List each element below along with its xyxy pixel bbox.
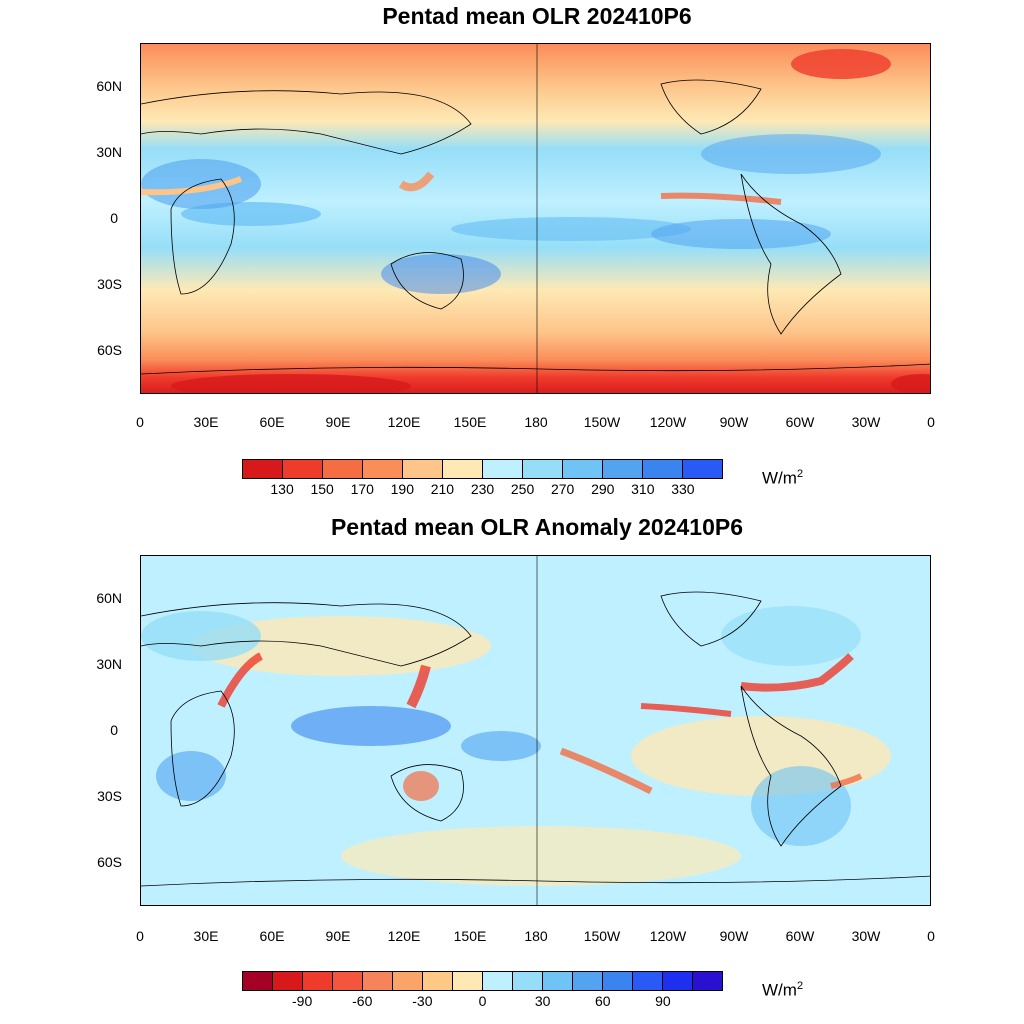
lon-label: 180	[524, 928, 548, 944]
lon-label: 0	[927, 928, 935, 944]
olr-anomaly-title: Pentad mean OLR Anomaly 202410P6	[330, 514, 744, 540]
colorbar-swatch	[423, 972, 453, 990]
lon-label: 60E	[259, 928, 285, 944]
lat-label: 30N	[96, 144, 122, 160]
colorbar-tick-label: 30	[534, 993, 551, 1009]
lon-label: 90E	[325, 928, 351, 944]
lon-label: 60E	[259, 414, 285, 430]
lon-label: 30E	[193, 414, 219, 430]
colorbar-swatch	[643, 460, 683, 478]
colorbar-swatch	[483, 972, 513, 990]
lon-label: 90W	[719, 414, 749, 430]
lat-label: 60N	[96, 78, 122, 94]
lon-label: 120W	[649, 928, 687, 944]
colorbar-tick-label: 130	[270, 481, 294, 497]
colorbar-swatch	[443, 460, 483, 478]
lon-label: 120E	[387, 414, 421, 430]
colorbar-swatch	[323, 460, 363, 478]
colorbar-swatch	[303, 972, 333, 990]
lat-label: 0	[110, 722, 118, 738]
lon-label: 150W	[583, 928, 621, 944]
lon-label: 150E	[453, 414, 487, 430]
colorbar-swatch	[363, 972, 393, 990]
olr-anomaly-field	[141, 556, 930, 905]
lon-label: 90E	[325, 414, 351, 430]
colorbar-swatch	[513, 972, 543, 990]
unit-label: W/m2	[762, 468, 804, 488]
colorbar-swatch	[573, 972, 603, 990]
lat-label: 0	[110, 210, 118, 226]
colorbar-tick-label: 210	[430, 481, 455, 497]
olr-anomaly-map	[140, 555, 931, 906]
colorbar-swatch	[633, 972, 663, 990]
colorbar-tick-label: 310	[631, 481, 655, 497]
colorbar-swatch	[333, 972, 363, 990]
unit-label: W/m2	[762, 980, 804, 1000]
lon-label: 60W	[785, 414, 815, 430]
lon-label: 150E	[453, 928, 487, 944]
colorbar-tick-label: 250	[510, 481, 535, 497]
colorbar-swatch	[273, 972, 303, 990]
lat-label: 30S	[97, 276, 122, 292]
colorbar-swatch	[663, 972, 693, 990]
colorbar-swatch	[453, 972, 483, 990]
lon-label: 0	[136, 928, 144, 944]
colorbar-swatch	[483, 460, 523, 478]
lon-label: 30E	[193, 928, 219, 944]
colorbar-swatch	[283, 460, 323, 478]
lon-label: 120E	[387, 928, 421, 944]
colorbar-tick-label: 170	[350, 481, 374, 497]
olr-map	[140, 43, 931, 394]
lon-label: 150W	[583, 414, 621, 430]
colorbar-swatch	[543, 972, 573, 990]
colorbar-tick-label: 270	[550, 481, 575, 497]
lon-label: 120W	[649, 414, 687, 430]
colorbar-tick-label: 330	[671, 481, 695, 497]
colorbar-tick-label: 290	[591, 481, 615, 497]
lon-label: 0	[136, 414, 144, 430]
lon-label: 60W	[785, 928, 815, 944]
olr-anomaly-colorbar	[242, 971, 723, 991]
lon-label: 30W	[851, 928, 881, 944]
olr-title: Pentad mean OLR 202410P6	[382, 3, 692, 29]
colorbar-tick-label: 190	[390, 481, 414, 497]
lat-label: 30S	[97, 788, 122, 804]
colorbar-tick-label: -90	[292, 993, 313, 1009]
lon-label: 90W	[719, 928, 749, 944]
lat-label: 60S	[97, 342, 122, 358]
colorbar-swatch	[683, 460, 722, 478]
colorbar-tick-label: 0	[478, 993, 487, 1009]
colorbar-swatch	[563, 460, 603, 478]
colorbar-swatch	[693, 972, 722, 990]
colorbar-tick-label: 150	[310, 481, 334, 497]
lat-label: 60S	[97, 854, 122, 870]
colorbar-swatch	[603, 460, 643, 478]
colorbar-swatch	[393, 972, 423, 990]
colorbar-swatch	[603, 972, 633, 990]
colorbar-swatch	[403, 460, 443, 478]
lat-label: 30N	[96, 656, 122, 672]
colorbar-swatch	[243, 460, 283, 478]
colorbar-swatch	[243, 972, 273, 990]
olr-map-field	[141, 44, 930, 393]
olr-colorbar	[242, 459, 723, 479]
lat-label: 60N	[96, 590, 122, 606]
lon-label: 0	[927, 414, 935, 430]
colorbar-tick-label: -30	[412, 993, 433, 1009]
colorbar-swatch	[363, 460, 403, 478]
colorbar-tick-label: 230	[470, 481, 495, 497]
colorbar-tick-label: -60	[352, 993, 373, 1009]
colorbar-swatch	[523, 460, 563, 478]
lon-label: 30W	[851, 414, 881, 430]
lon-label: 180	[524, 414, 548, 430]
colorbar-tick-label: 60	[594, 993, 611, 1009]
colorbar-tick-label: 90	[655, 993, 671, 1009]
